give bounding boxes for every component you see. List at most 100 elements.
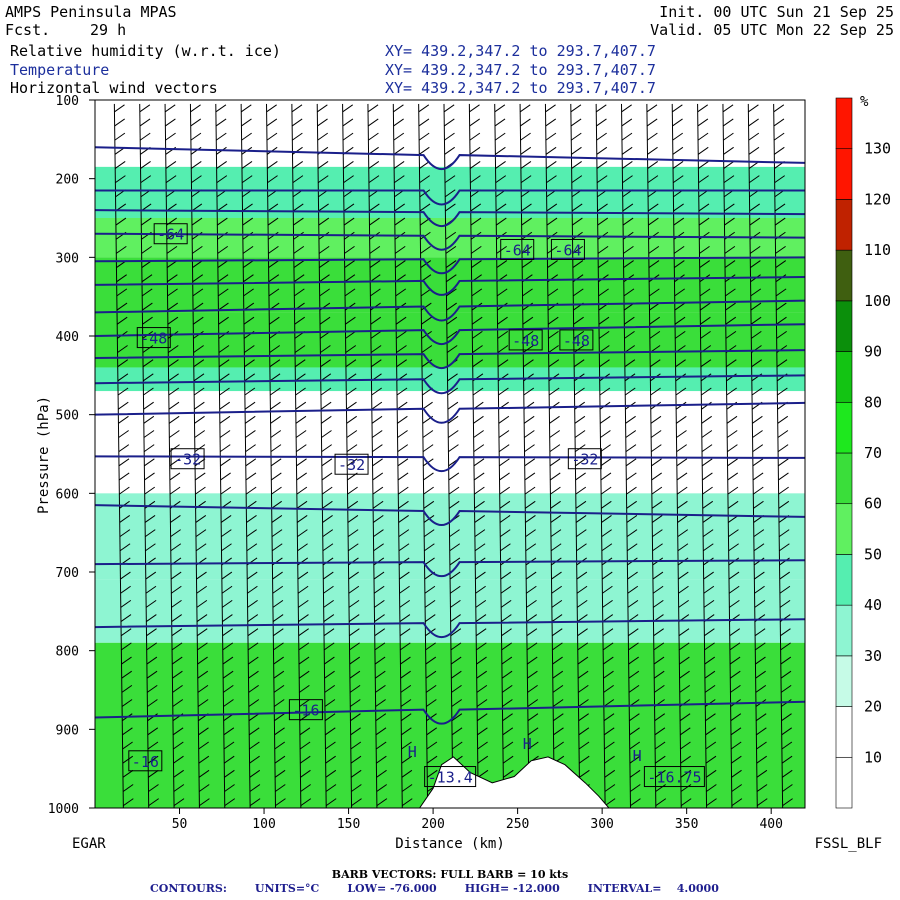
barb-tick <box>247 642 259 651</box>
barb-tick <box>143 387 154 396</box>
barb-tick <box>115 175 126 184</box>
temperature-contour <box>95 189 805 206</box>
barb-tick <box>144 472 155 481</box>
barb-tick <box>370 345 382 353</box>
barb-tick <box>698 161 709 169</box>
barb-tick <box>196 614 208 622</box>
barb-tick <box>475 614 487 622</box>
barb-tick <box>373 515 384 523</box>
barb-tick <box>173 784 185 792</box>
barb-tick <box>191 161 202 169</box>
barb-tick <box>722 118 734 127</box>
barb-tick <box>394 175 405 184</box>
barb-tick <box>194 444 206 453</box>
barb-tick <box>399 571 410 580</box>
barb-tick <box>579 769 590 778</box>
barb-tick <box>426 699 437 707</box>
barb-tick <box>653 628 664 637</box>
y-tick-label: 800 <box>56 645 79 660</box>
barb-tick <box>424 599 436 608</box>
barb-tick <box>469 146 481 155</box>
barb-tick <box>625 458 637 467</box>
barb-tick <box>698 217 710 226</box>
barb-tick <box>525 529 536 538</box>
barb-tick <box>266 118 278 127</box>
barb-tick <box>170 543 182 552</box>
barb-tick <box>494 132 506 141</box>
contour-label-box <box>567 448 602 470</box>
barb-tick <box>677 543 689 552</box>
barb-tick <box>576 543 587 552</box>
barb-tick <box>317 104 328 113</box>
barb-tick <box>171 628 183 637</box>
barb-tick <box>673 217 685 226</box>
barb-tick <box>729 599 740 608</box>
barb-tick <box>398 515 409 523</box>
barb-tick <box>547 316 559 325</box>
temperature-contour <box>95 374 805 395</box>
barb-staff <box>544 103 555 808</box>
barb-tick <box>526 614 537 622</box>
barb-tick <box>323 614 335 622</box>
barb-tick <box>121 670 132 679</box>
barb-tick <box>774 217 786 226</box>
barb-tick <box>654 741 666 750</box>
barb-tick <box>778 486 789 495</box>
barb-tick <box>629 741 641 750</box>
barb-tick <box>248 699 260 707</box>
barb-tick <box>196 599 208 608</box>
barb-tick <box>756 798 768 807</box>
barb-tick <box>215 118 227 127</box>
barb-tick <box>139 132 151 141</box>
barb-tick <box>274 755 286 764</box>
barb-tick <box>217 288 229 297</box>
field-xy-rh: XY= 439.2,347.2 to 293.7,407.7 <box>385 42 656 60</box>
barb-tick <box>502 727 514 736</box>
barb-tick <box>775 245 786 254</box>
barb-tick <box>706 798 717 807</box>
barb-tick <box>193 387 205 396</box>
barb-tick <box>122 727 133 736</box>
barb-tick <box>270 458 282 467</box>
y-axis-label: Pressure (hPa) <box>36 396 52 514</box>
barb-tick <box>576 529 587 538</box>
barb-tick <box>393 161 405 169</box>
barb-tick <box>376 755 387 764</box>
barb-tick <box>122 741 133 750</box>
temperature-contour <box>95 146 805 171</box>
barb-tick <box>676 472 688 481</box>
barb-tick <box>776 359 788 368</box>
barb-tick <box>574 430 586 438</box>
barb-tick <box>781 769 793 778</box>
barb-tick <box>294 288 305 297</box>
barb-tick <box>192 260 203 268</box>
barb-tick <box>597 245 609 254</box>
barb-tick <box>473 472 485 481</box>
barb-tick <box>723 146 734 155</box>
right-endpoint-label: FSSL_BLF <box>815 836 882 852</box>
barb-tick <box>198 741 209 750</box>
barb-tick <box>247 628 259 637</box>
barb-tick <box>627 599 639 608</box>
barb-tick <box>778 458 789 467</box>
barb-tick <box>629 727 640 736</box>
barb-tick <box>501 642 512 651</box>
barb-tick <box>729 670 741 679</box>
barb-tick <box>697 146 709 155</box>
barb-tick <box>601 571 613 580</box>
colorbar-tick-label: 120 <box>864 190 891 208</box>
barb-tick <box>424 543 435 552</box>
barb-tick <box>497 359 509 368</box>
contour-label-box <box>170 448 205 470</box>
barb-tick <box>145 599 157 608</box>
barb-tick <box>246 529 257 538</box>
barb-tick <box>578 699 589 707</box>
barb-tick <box>269 387 281 396</box>
barb-tick <box>473 415 484 424</box>
barb-tick <box>750 288 762 297</box>
temperature-contour-layer <box>95 146 805 725</box>
barb-tick <box>628 656 639 665</box>
colorbar-tick-label: 30 <box>864 647 882 665</box>
contour-high: HIGH= -12.000 <box>464 882 560 895</box>
barb-tick <box>756 741 767 750</box>
